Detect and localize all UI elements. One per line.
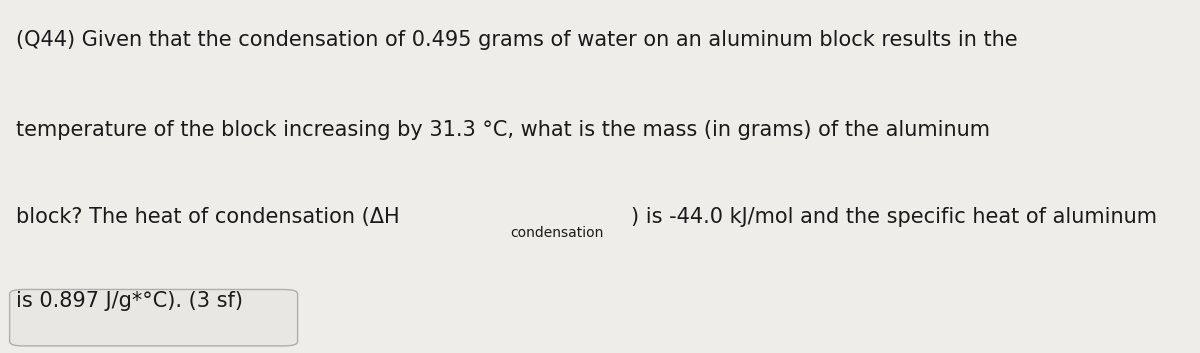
Text: block? The heat of condensation (ΔH: block? The heat of condensation (ΔH bbox=[16, 207, 400, 227]
Text: ) is -44.0 kJ/mol and the specific heat of aluminum: ) is -44.0 kJ/mol and the specific heat … bbox=[631, 207, 1157, 227]
Text: temperature of the block increasing by 31.3 °C, what is the mass (in grams) of t: temperature of the block increasing by 3… bbox=[16, 120, 990, 140]
Text: is 0.897 J/g*°C). (3 sf): is 0.897 J/g*°C). (3 sf) bbox=[16, 291, 242, 311]
FancyBboxPatch shape bbox=[10, 289, 298, 346]
Text: condensation: condensation bbox=[511, 226, 604, 240]
Text: (Q44) Given that the condensation of 0.495 grams of water on an aluminum block r: (Q44) Given that the condensation of 0.4… bbox=[16, 30, 1018, 50]
